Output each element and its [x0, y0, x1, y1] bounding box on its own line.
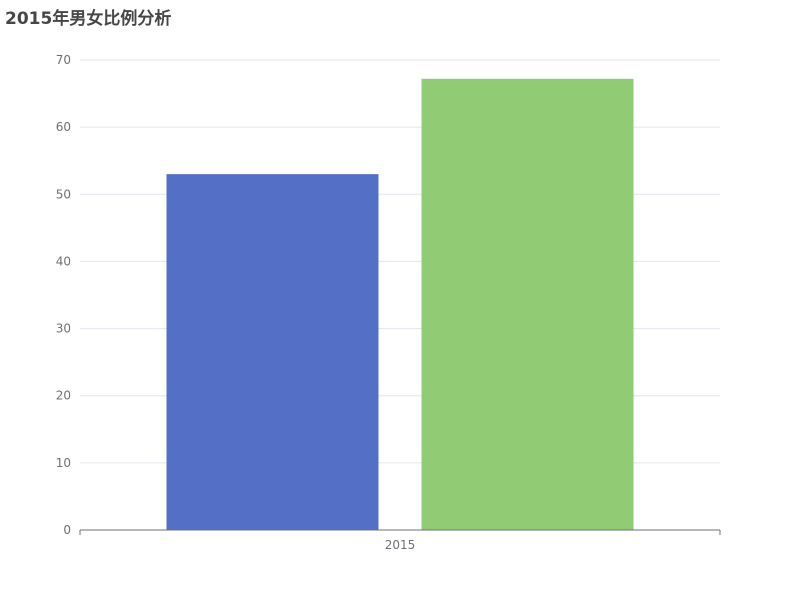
y-tick-label: 0 — [63, 523, 71, 537]
bar-series-0[interactable] — [166, 174, 379, 530]
y-tick-label: 30 — [56, 322, 71, 336]
chart-title: 2015年男女比例分析 — [5, 9, 172, 29]
y-tick-label: 60 — [56, 120, 71, 134]
y-tick-label: 70 — [56, 53, 71, 67]
x-tick-label: 2015 — [385, 538, 416, 552]
x-axis: 2015 — [79, 529, 721, 552]
y-axis: 0 10 20 30 40 50 60 70 — [56, 53, 71, 537]
y-tick-label: 40 — [56, 254, 71, 268]
y-tick-label: 20 — [56, 389, 71, 403]
bars — [166, 78, 634, 531]
bar-series-1[interactable] — [421, 78, 634, 531]
y-tick-label: 10 — [56, 456, 71, 470]
y-tick-label: 50 — [56, 187, 71, 201]
